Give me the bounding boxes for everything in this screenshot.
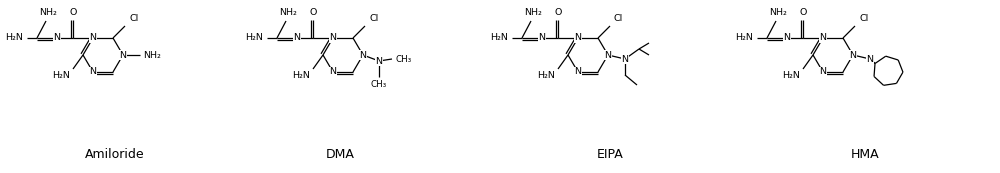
Text: CH₃: CH₃	[371, 80, 387, 89]
Text: O: O	[799, 8, 807, 17]
Text: EIPA: EIPA	[597, 148, 623, 162]
Text: N: N	[574, 67, 582, 76]
Text: Cl: Cl	[614, 14, 623, 23]
Text: H₂N: H₂N	[5, 34, 23, 43]
Text: N: N	[330, 34, 336, 43]
Text: N: N	[820, 34, 826, 43]
Text: N: N	[820, 67, 826, 76]
Text: HMA: HMA	[851, 148, 879, 162]
Text: NH₂: NH₂	[143, 51, 161, 60]
Text: N: N	[538, 34, 546, 43]
Text: H₂N: H₂N	[537, 71, 555, 80]
Text: N: N	[360, 51, 366, 60]
Text: N: N	[574, 34, 582, 43]
Text: H₂N: H₂N	[490, 34, 508, 43]
Text: H₂N: H₂N	[782, 71, 800, 80]
Text: Cl: Cl	[129, 14, 138, 23]
Text: N: N	[850, 51, 856, 60]
Text: N: N	[90, 67, 96, 76]
Text: N: N	[784, 34, 790, 43]
Text: H₂N: H₂N	[245, 34, 263, 43]
Text: O: O	[69, 8, 77, 17]
Text: N: N	[54, 34, 60, 43]
Text: H₂N: H₂N	[735, 34, 753, 43]
Text: N: N	[866, 54, 874, 63]
Text: N: N	[120, 51, 126, 60]
Text: NH₂: NH₂	[279, 8, 297, 17]
Text: N: N	[376, 57, 382, 66]
Text: NH₂: NH₂	[39, 8, 57, 17]
Text: N: N	[622, 54, 629, 63]
Text: Cl: Cl	[369, 14, 378, 23]
Text: O: O	[309, 8, 317, 17]
Text: NH₂: NH₂	[769, 8, 787, 17]
Text: N: N	[90, 34, 96, 43]
Text: DMA: DMA	[326, 148, 354, 162]
Text: O: O	[554, 8, 562, 17]
Text: N: N	[604, 51, 612, 60]
Text: H₂N: H₂N	[52, 71, 70, 80]
Text: H₂N: H₂N	[292, 71, 310, 80]
Text: Amiloride: Amiloride	[85, 148, 145, 162]
Text: N: N	[330, 67, 336, 76]
Text: CH₃: CH₃	[395, 54, 411, 63]
Text: N: N	[294, 34, 300, 43]
Text: Cl: Cl	[859, 14, 868, 23]
Text: NH₂: NH₂	[524, 8, 542, 17]
